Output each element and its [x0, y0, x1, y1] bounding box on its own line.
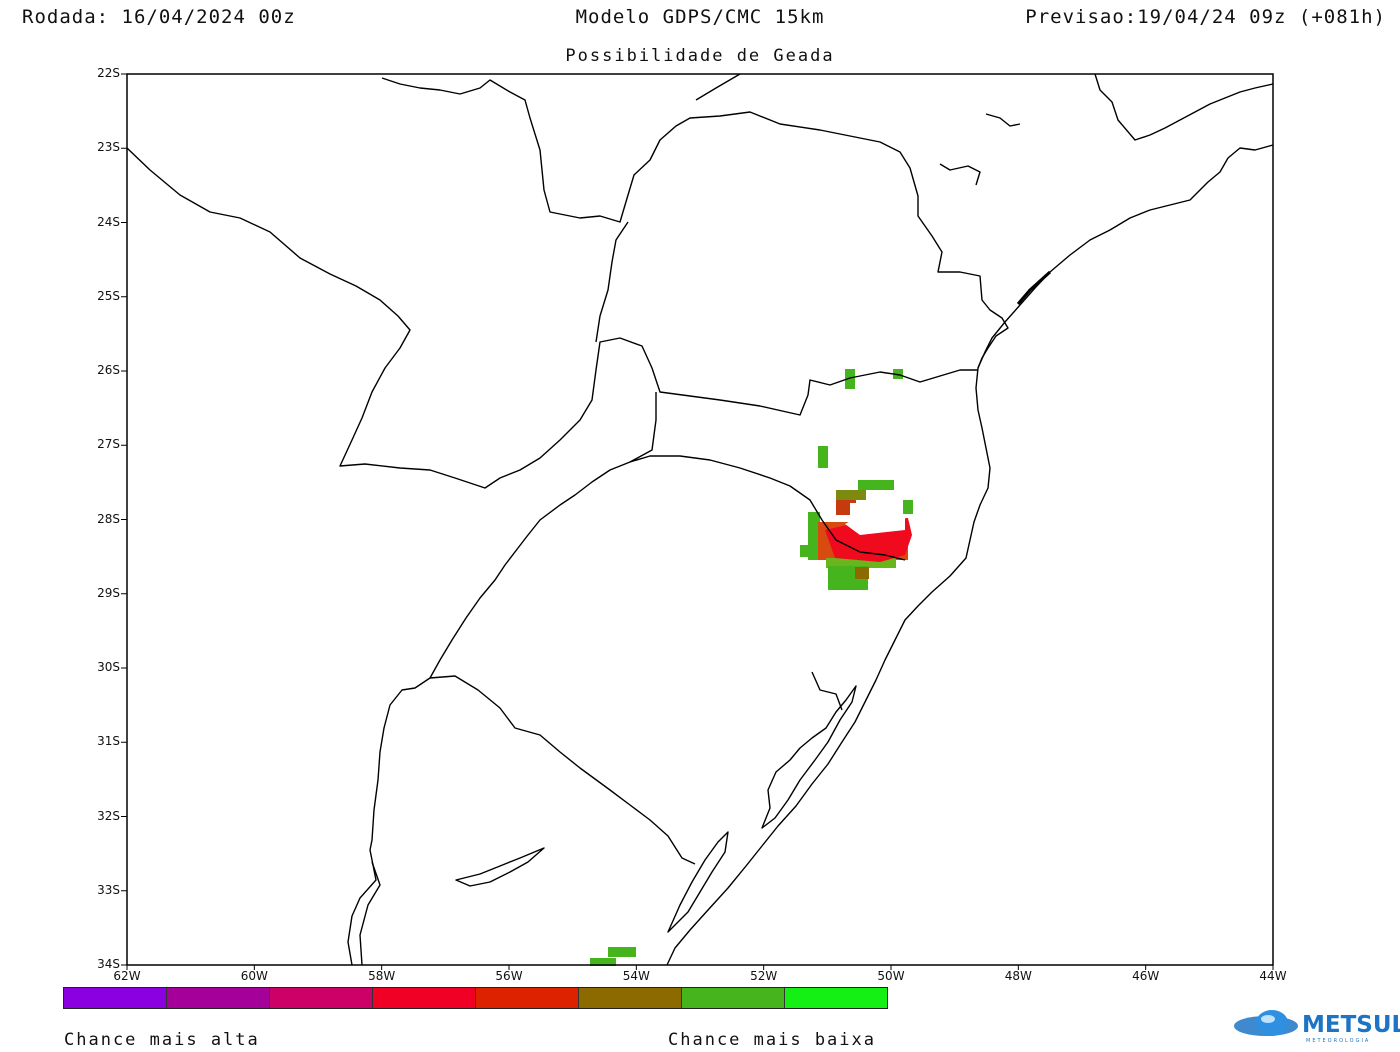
lat-label: 29S [97, 585, 120, 600]
lat-label: 22S [97, 66, 120, 80]
colorbar-swatch [167, 988, 270, 1008]
logo-subtitle: METEOROLOGIA [1306, 1038, 1371, 1044]
frost-shading [590, 369, 913, 966]
lon-label: 62W [113, 969, 141, 983]
map-frame [126, 73, 1274, 966]
lat-label: 34S [97, 957, 120, 971]
colorbar-label-high: Chance mais alta [64, 1030, 260, 1050]
colorbar-swatch [682, 988, 785, 1008]
lon-label: 60W [240, 969, 268, 983]
coastlines-borders [126, 73, 1274, 966]
colorbar-swatch [373, 988, 476, 1008]
lat-label: 28S [97, 511, 120, 526]
lat-label: 32S [97, 808, 120, 823]
lat-label: 26S [97, 363, 120, 377]
lon-label: 50W [877, 969, 905, 983]
lat-label: 31S [97, 734, 120, 749]
colorbar-swatch [579, 988, 682, 1008]
colorbar [63, 987, 888, 1009]
lon-label: 56W [495, 969, 523, 983]
forecast-time: Previsao:19/04/24 09z (+081h) [1025, 6, 1386, 28]
axis-ticks [121, 73, 1274, 970]
colorbar-swatch [64, 988, 167, 1008]
lon-label: 46W [1132, 969, 1160, 983]
lat-label: 23S [97, 140, 120, 155]
model-name: Modelo GDPS/CMC 15km [575, 6, 825, 28]
run-date: Rodada: 16/04/2024 00z [22, 6, 296, 28]
colorbar-swatch [476, 988, 579, 1008]
logo-name: METSUL [1302, 1012, 1400, 1038]
lat-label: 33S [97, 882, 120, 897]
lat-label: 27S [97, 437, 120, 452]
lon-label: 52W [750, 969, 778, 983]
lon-label: 54W [622, 969, 650, 983]
lon-label: 48W [1004, 969, 1032, 983]
lat-label: 24S [97, 214, 120, 229]
lon-label: 44W [1259, 969, 1287, 983]
lat-label: 25S [97, 288, 120, 303]
lon-label: 58W [368, 969, 396, 983]
lat-label: 30S [97, 660, 120, 674]
colorbar-label-low: Chance mais baixa [668, 1030, 876, 1050]
map-title: Possibilidade de Geada [565, 46, 835, 66]
colorbar-swatch [270, 988, 373, 1008]
colorbar-swatch [785, 988, 887, 1008]
globe-icon [1234, 1010, 1298, 1036]
